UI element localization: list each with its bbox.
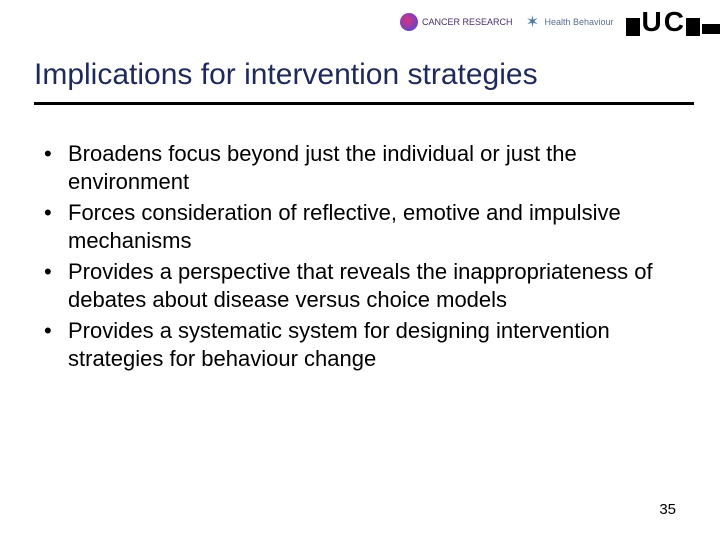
- list-item: Forces consideration of reflective, emot…: [40, 199, 670, 254]
- swirl-icon: [400, 13, 418, 31]
- logo-health-behaviour: ✶ Health Behaviour: [524, 14, 613, 30]
- page-number: 35: [659, 501, 676, 518]
- slide: CANCER RESEARCH ✶ Health Behaviour U C I…: [0, 0, 720, 540]
- bar-icon: [686, 18, 700, 36]
- logo-letter: U: [642, 8, 662, 36]
- horizontal-rule: [34, 102, 694, 105]
- logo-letter: C: [664, 8, 684, 36]
- bar-icon: [626, 18, 640, 36]
- list-item: Broadens focus beyond just the individua…: [40, 140, 670, 195]
- bullet-list: Broadens focus beyond just the individua…: [40, 140, 670, 376]
- list-item: Provides a perspective that reveals the …: [40, 258, 670, 313]
- star-icon: ✶: [524, 14, 540, 30]
- logo-row: CANCER RESEARCH ✶ Health Behaviour U C: [400, 8, 720, 36]
- logo-label: Health Behaviour: [544, 18, 613, 27]
- bar-icon: [702, 24, 720, 34]
- logo-cancer-research: CANCER RESEARCH: [400, 13, 513, 31]
- logo-label: CANCER RESEARCH: [422, 18, 513, 27]
- slide-title: Implications for intervention strategies: [34, 58, 538, 92]
- logo-ucl: U C: [626, 8, 720, 36]
- list-item: Provides a systematic system for designi…: [40, 317, 670, 372]
